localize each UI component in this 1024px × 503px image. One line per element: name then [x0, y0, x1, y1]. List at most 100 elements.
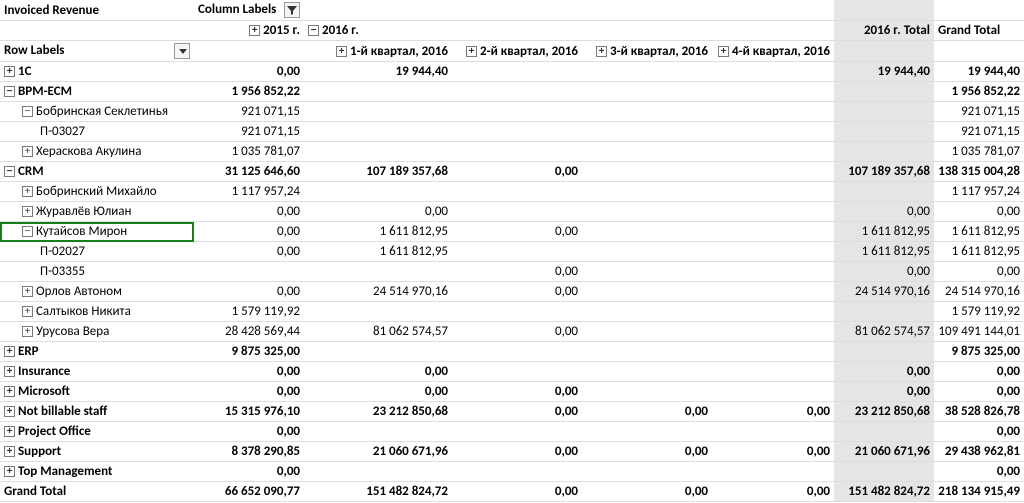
q3-header[interactable]: 3-й квартал, 2016 — [582, 41, 712, 62]
cell-t2016: 21 060 671,96 — [834, 442, 934, 462]
expand-icon[interactable] — [22, 206, 33, 217]
row-label: Урусова Вера — [36, 324, 109, 339]
cell-gt: 1 956 852,22 — [934, 82, 1024, 102]
q1-header[interactable]: 1-й квартал, 2016 — [304, 41, 452, 62]
expand-icon[interactable] — [22, 306, 33, 317]
expand-icon[interactable] — [4, 66, 15, 77]
row-labels-text: Row Labels — [4, 43, 65, 58]
expand-icon[interactable] — [22, 186, 33, 197]
cell-gt: 921 071,15 — [934, 102, 1024, 122]
cell-t2016: 1 611 812,95 — [834, 222, 934, 242]
row-label-cell[interactable]: Insurance — [0, 362, 194, 382]
cell-q4 — [712, 382, 834, 402]
cell-q3 — [582, 162, 712, 182]
row-label-cell[interactable]: Салтыков Никита — [0, 302, 194, 322]
grand-total-gt: 218 134 915,49 — [934, 482, 1024, 502]
year-2015-header[interactable]: 2015 г. — [194, 21, 304, 41]
row-label-cell[interactable]: Кутайсов Мирон — [0, 222, 194, 242]
row-label-cell[interactable]: ERP — [0, 342, 194, 362]
row-label-cell[interactable]: Microsoft — [0, 382, 194, 402]
expand-icon[interactable] — [22, 326, 33, 337]
expand-icon[interactable] — [22, 286, 33, 297]
row-label: Support — [18, 444, 61, 459]
expand-q3-icon[interactable] — [596, 46, 607, 57]
header-row-2: 2015 г. 2016 г. 2016 г. Total Grand Tota… — [0, 21, 1024, 41]
q2-header[interactable]: 2-й квартал, 2016 — [452, 41, 582, 62]
table-row: Орлов Автоном0,0024 514 970,160,0024 514… — [0, 282, 1024, 302]
row-label-cell[interactable]: Бобринская Секлетинья — [0, 102, 194, 122]
cell-y2015: 0,00 — [194, 62, 304, 82]
cell-t2016: 23 212 850,68 — [834, 402, 934, 422]
cell-q3 — [582, 202, 712, 222]
cell-y2015: 1 035 781,07 — [194, 142, 304, 162]
row-label-cell[interactable]: Орлов Автоном — [0, 282, 194, 302]
expand-icon[interactable] — [22, 146, 33, 157]
row-label-cell[interactable]: П-03355 — [0, 262, 194, 282]
row-label-cell[interactable]: Хераскова Акулина — [0, 142, 194, 162]
collapse-icon[interactable] — [22, 106, 33, 117]
expand-2015-icon[interactable] — [249, 25, 260, 36]
column-labels-filter-icon[interactable] — [284, 2, 300, 18]
row-label-cell[interactable]: Журавлёв Юлиан — [0, 202, 194, 222]
row-label: CRM — [18, 164, 44, 179]
row-labels-header: Row Labels — [0, 41, 194, 62]
row-label-cell[interactable]: П-03027 — [0, 122, 194, 142]
row-labels-dropdown-icon[interactable] — [174, 43, 190, 59]
collapse-icon[interactable] — [4, 166, 15, 177]
cell-q3 — [582, 342, 712, 362]
q4-header[interactable]: 4-й квартал, 2016 — [712, 41, 834, 62]
row-label-cell[interactable]: Урусова Вера — [0, 322, 194, 342]
cell-t2016: 19 944,40 — [834, 62, 934, 82]
cell-q3 — [582, 322, 712, 342]
expand-icon[interactable] — [4, 406, 15, 417]
row-label-cell[interactable]: П-02027 — [0, 242, 194, 262]
cell-q1 — [304, 142, 452, 162]
expand-q2-icon[interactable] — [466, 46, 477, 57]
cell-q2: 0,00 — [452, 162, 582, 182]
cell-q1: 23 212 850,68 — [304, 402, 452, 422]
cell-t2016 — [834, 182, 934, 202]
column-labels-text: Column Labels — [198, 2, 276, 17]
collapse-icon[interactable] — [22, 226, 33, 237]
expand-icon[interactable] — [4, 346, 15, 357]
row-label-cell[interactable]: Support — [0, 442, 194, 462]
cell-gt: 1 117 957,24 — [934, 182, 1024, 202]
expand-icon[interactable] — [4, 466, 15, 477]
cell-gt: 38 528 826,78 — [934, 402, 1024, 422]
expand-icon[interactable] — [4, 426, 15, 437]
collapse-2016-icon[interactable] — [308, 25, 319, 36]
row-label-cell[interactable]: Project Office — [0, 422, 194, 442]
cell-y2015: 15 315 976,10 — [194, 402, 304, 422]
cell-q2 — [452, 342, 582, 362]
cell-t2016: 0,00 — [834, 202, 934, 222]
year-2016-header[interactable]: 2016 г. — [304, 21, 452, 41]
row-label-cell[interactable]: CRM — [0, 162, 194, 182]
expand-q4-icon[interactable] — [718, 46, 729, 57]
table-row: ERP9 875 325,009 875 325,00 — [0, 342, 1024, 362]
cell-gt: 1 035 781,07 — [934, 142, 1024, 162]
row-label-cell[interactable]: Not billable staff — [0, 402, 194, 422]
expand-icon[interactable] — [4, 366, 15, 377]
cell-q4 — [712, 82, 834, 102]
table-row: П-033550,000,000,00 — [0, 262, 1024, 282]
cell-t2016 — [834, 122, 934, 142]
grand-total-label: Grand Total — [0, 482, 194, 502]
cell-y2015: 0,00 — [194, 362, 304, 382]
row-label-cell[interactable]: Бобринский Михайло — [0, 182, 194, 202]
row-label: Бобринский Михайло — [36, 184, 157, 199]
table-row: Журавлёв Юлиан0,000,000,000,00 — [0, 202, 1024, 222]
cell-q4 — [712, 342, 834, 362]
table-row: Support8 378 290,8521 060 671,960,000,00… — [0, 442, 1024, 462]
expand-icon[interactable] — [4, 446, 15, 457]
row-label-cell[interactable]: BPM-ECM — [0, 82, 194, 102]
row-label-cell[interactable]: 1C — [0, 62, 194, 82]
expand-q1-icon[interactable] — [336, 46, 347, 57]
cell-q4 — [712, 142, 834, 162]
row-label-cell[interactable]: Top Management — [0, 462, 194, 482]
row-label: Хераскова Акулина — [36, 144, 141, 159]
cell-y2015: 1 579 119,92 — [194, 302, 304, 322]
expand-icon[interactable] — [4, 386, 15, 397]
cell-gt: 921 071,15 — [934, 122, 1024, 142]
cell-gt: 24 514 970,16 — [934, 282, 1024, 302]
collapse-icon[interactable] — [4, 86, 15, 97]
